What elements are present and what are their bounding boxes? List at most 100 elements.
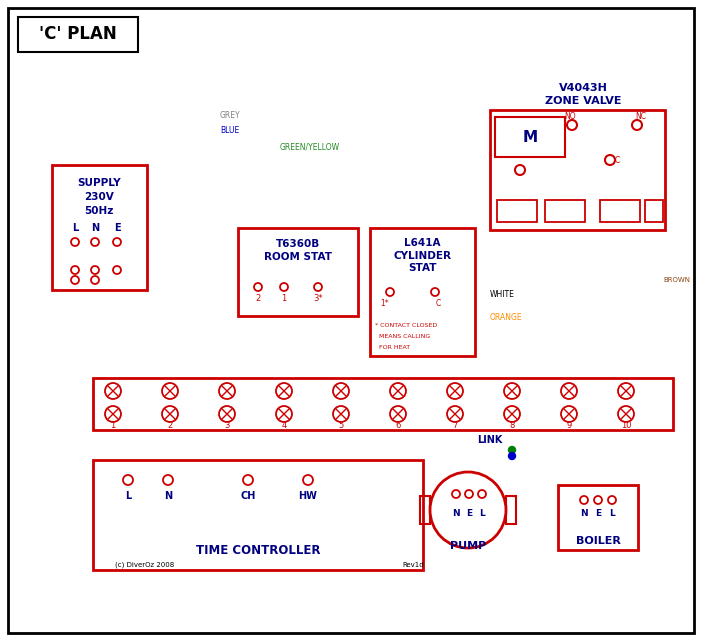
Circle shape (91, 238, 99, 246)
Text: NO: NO (564, 112, 576, 121)
Circle shape (580, 496, 588, 504)
Text: C: C (614, 156, 620, 165)
Bar (600, 200, 640, 222)
Bar (93, 460, 423, 570)
Text: E: E (595, 510, 601, 519)
Circle shape (508, 453, 515, 460)
Circle shape (113, 238, 121, 246)
Circle shape (91, 266, 99, 274)
Text: CH: CH (240, 491, 256, 501)
Circle shape (605, 155, 615, 165)
Text: ZONE VALVE: ZONE VALVE (545, 96, 621, 106)
Text: SUPPLY: SUPPLY (77, 178, 121, 188)
Text: 7: 7 (452, 422, 458, 431)
Bar (370, 228, 475, 356)
Text: N: N (452, 508, 460, 517)
Circle shape (452, 490, 460, 498)
Bar (18, 17, 138, 52)
Text: BOILER: BOILER (576, 536, 621, 546)
Circle shape (243, 475, 253, 485)
Text: 2: 2 (167, 422, 173, 431)
Circle shape (71, 276, 79, 284)
Text: HW: HW (298, 491, 317, 501)
Text: 50Hz: 50Hz (84, 206, 114, 216)
Bar (497, 200, 537, 222)
Text: 4: 4 (282, 422, 286, 431)
Text: L: L (609, 510, 615, 519)
Text: 6: 6 (395, 422, 401, 431)
Circle shape (280, 283, 288, 291)
Text: TIME CONTROLLER: TIME CONTROLLER (196, 544, 320, 556)
Circle shape (508, 447, 515, 453)
Bar (52, 165, 147, 290)
Text: ROOM STAT: ROOM STAT (264, 252, 332, 262)
Text: 230V: 230V (84, 192, 114, 202)
Bar (558, 485, 638, 550)
Text: (c) DiverOz 2008: (c) DiverOz 2008 (115, 562, 174, 569)
Text: L: L (125, 491, 131, 501)
Circle shape (71, 266, 79, 274)
Text: PUMP: PUMP (450, 541, 486, 551)
Text: GREEN/YELLOW: GREEN/YELLOW (280, 142, 340, 151)
Text: * CONTACT CLOSED: * CONTACT CLOSED (375, 322, 437, 328)
Text: STAT: STAT (408, 263, 436, 273)
Text: NC: NC (635, 112, 647, 121)
Text: N: N (91, 223, 99, 233)
Bar (645, 200, 663, 222)
Circle shape (431, 288, 439, 296)
Circle shape (515, 165, 525, 175)
Bar (495, 117, 565, 157)
Text: L: L (72, 223, 78, 233)
Text: L: L (479, 508, 485, 517)
Circle shape (303, 475, 313, 485)
Circle shape (632, 120, 642, 130)
Bar (420, 496, 430, 524)
Text: L641A: L641A (404, 238, 440, 248)
Text: BROWN: BROWN (663, 277, 690, 283)
Text: 8: 8 (510, 422, 515, 431)
Text: 1: 1 (282, 294, 286, 303)
Text: 5: 5 (338, 422, 343, 431)
Text: 3*: 3* (313, 294, 323, 303)
Text: WHITE: WHITE (490, 290, 515, 299)
Text: M: M (522, 129, 538, 144)
Text: N: N (580, 510, 588, 519)
Text: CYLINDER: CYLINDER (393, 251, 451, 261)
Text: C: C (435, 299, 441, 308)
Text: Rev1d: Rev1d (402, 562, 423, 568)
Bar (490, 110, 665, 230)
Text: N: N (164, 491, 172, 501)
Circle shape (163, 475, 173, 485)
Circle shape (608, 496, 616, 504)
Circle shape (465, 490, 473, 498)
Circle shape (386, 288, 394, 296)
Text: 1*: 1* (380, 299, 390, 308)
Text: BLUE: BLUE (220, 126, 239, 135)
Bar (545, 200, 585, 222)
Text: 9: 9 (567, 422, 571, 431)
Circle shape (113, 266, 121, 274)
Text: E: E (466, 508, 472, 517)
Circle shape (314, 283, 322, 291)
Text: 1: 1 (110, 422, 116, 431)
Circle shape (71, 238, 79, 246)
Circle shape (567, 120, 577, 130)
Text: GREY: GREY (220, 110, 241, 119)
Circle shape (91, 276, 99, 284)
Text: 'C' PLAN: 'C' PLAN (39, 25, 117, 43)
Text: LINK: LINK (477, 435, 503, 445)
Bar (93, 378, 673, 430)
Text: FOR HEAT: FOR HEAT (375, 344, 410, 349)
Circle shape (254, 283, 262, 291)
Text: ORANGE: ORANGE (490, 313, 522, 322)
Text: 3: 3 (225, 422, 230, 431)
Bar (238, 228, 358, 316)
Text: V4043H: V4043H (559, 83, 607, 93)
Text: MEANS CALLING: MEANS CALLING (375, 333, 430, 338)
Text: T6360B: T6360B (276, 239, 320, 249)
Text: E: E (114, 223, 120, 233)
Text: 10: 10 (621, 422, 631, 431)
Bar (506, 496, 516, 524)
Circle shape (594, 496, 602, 504)
Ellipse shape (430, 472, 506, 548)
